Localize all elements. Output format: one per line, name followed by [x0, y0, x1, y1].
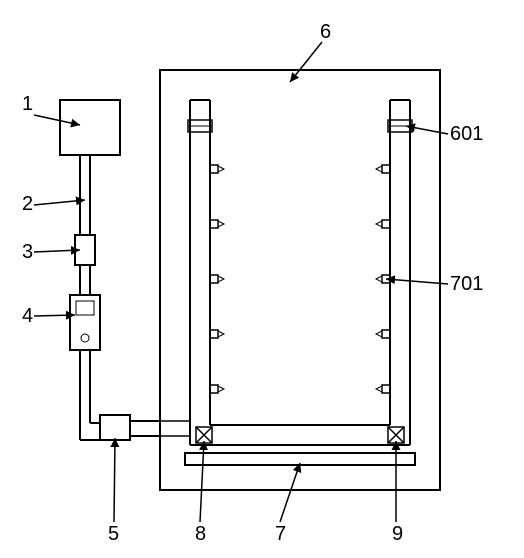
label-4: 4	[22, 305, 33, 327]
nozzle-left	[210, 385, 218, 393]
label-2: 2	[22, 193, 33, 215]
component-1	[60, 100, 120, 155]
label-9: 9	[392, 523, 403, 545]
label-701: 701	[450, 273, 483, 295]
label-601: 601	[450, 123, 483, 145]
nozzle-right	[382, 220, 390, 228]
component-5	[100, 415, 130, 440]
nozzle-right	[382, 330, 390, 338]
nozzle-left	[210, 330, 218, 338]
nozzle-right	[382, 165, 390, 173]
label-5: 5	[108, 523, 119, 545]
label-7: 7	[275, 523, 286, 545]
nozzle-left	[210, 220, 218, 228]
label-3: 3	[22, 241, 33, 263]
label-8: 8	[195, 523, 206, 545]
label-6: 6	[320, 21, 331, 43]
nozzle-right	[382, 385, 390, 393]
label-1: 1	[22, 93, 33, 115]
nozzle-left	[210, 275, 218, 283]
schematic-diagram: 1 2 3 4 5 6 601 701 7 8 9	[0, 0, 524, 558]
nozzle-left	[210, 165, 218, 173]
